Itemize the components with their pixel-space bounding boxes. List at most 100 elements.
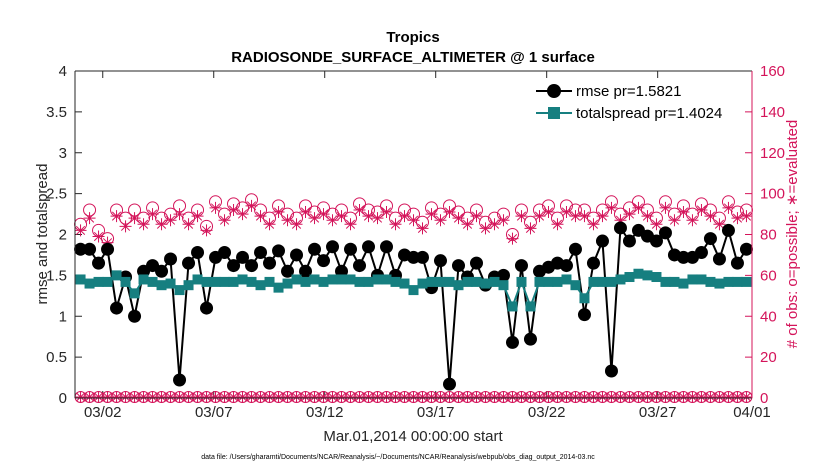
totalspread-point	[732, 276, 743, 287]
obs-zero-evaluated-point	[641, 391, 654, 403]
obs-zero-evaluated-point	[605, 391, 618, 403]
rmse-point	[182, 256, 196, 270]
rmse-point	[604, 364, 618, 378]
data-file-footnote: data file: /Users/gharamti/Documents/NCA…	[201, 454, 595, 461]
rmse-point	[694, 245, 708, 259]
totalspread-point	[480, 278, 491, 289]
obs-zero-evaluated-point	[254, 391, 267, 403]
obs-zero-evaluated-point	[686, 391, 699, 403]
obs-zero-evaluated-point	[398, 391, 411, 403]
obs-zero-evaluated-point	[182, 391, 195, 403]
y-tick-label: 3	[59, 145, 67, 162]
rmse-point	[514, 259, 528, 273]
obs-evaluated-point	[74, 224, 87, 237]
rmse-point	[110, 301, 124, 315]
rmse-point	[227, 259, 241, 273]
obs-zero-evaluated-point	[335, 391, 348, 403]
rmse-point	[568, 242, 582, 256]
obs-evaluated-point	[659, 201, 672, 214]
obs-zero-evaluated-point	[731, 391, 744, 403]
totalspread-point	[633, 268, 644, 279]
obs-zero-evaluated-point	[236, 391, 249, 403]
totalspread-point	[426, 276, 437, 287]
y2-tick-label: 60	[760, 267, 777, 284]
obs-evaluated-point	[524, 222, 537, 235]
obs-zero-evaluated-point	[533, 391, 546, 403]
totalspread-point	[516, 276, 527, 287]
totalspread-point	[642, 270, 653, 281]
x-tick-label: 03/02	[84, 404, 122, 421]
obs-evaluated-point	[461, 218, 474, 231]
rmse-point	[200, 301, 214, 315]
obs-evaluated-point	[434, 214, 447, 227]
totalspread-point	[507, 301, 518, 312]
obs-zero-evaluated-point	[722, 391, 735, 403]
obs-evaluated-point	[614, 214, 627, 227]
obs-evaluated-point	[281, 214, 294, 227]
rmse-point	[218, 245, 232, 259]
obs-zero-evaluated-point	[353, 391, 366, 403]
rmse-point	[496, 268, 510, 282]
obs-evaluated-point	[155, 218, 168, 231]
obs-zero-evaluated-point	[344, 391, 357, 403]
totalspread-point	[471, 276, 482, 287]
obs-evaluated-point	[605, 201, 618, 214]
totalspread-point	[417, 278, 428, 289]
totalspread-point	[651, 272, 662, 283]
totalspread-point	[687, 274, 698, 285]
rmse-point	[344, 242, 358, 256]
obs-zero-evaluated-point	[569, 391, 582, 403]
obs-evaluated-point	[245, 199, 258, 212]
legend-box	[531, 78, 745, 125]
obs-evaluated-point	[173, 208, 186, 221]
totalspread-point	[192, 274, 203, 285]
obs-zero-evaluated-point	[506, 391, 519, 403]
legend-spread-marker	[548, 107, 560, 119]
obs-evaluated-point	[335, 210, 348, 223]
rmse-point	[128, 309, 142, 323]
obs-zero-evaluated-point	[209, 391, 222, 403]
obs-evaluated-point	[353, 203, 366, 216]
obs-zero-evaluated-point	[560, 391, 573, 403]
totalspread-point	[345, 274, 356, 285]
obs-zero-evaluated-point	[461, 391, 474, 403]
obs-evaluated-point	[164, 214, 177, 227]
rmse-point	[712, 252, 726, 266]
totalspread-point	[372, 274, 383, 285]
rmse-point	[442, 377, 456, 391]
rmse-point	[730, 256, 744, 270]
totalspread-point	[543, 276, 554, 287]
obs-zero-evaluated-point	[317, 391, 330, 403]
obs-zero-evaluated-point	[596, 391, 609, 403]
obs-evaluated-point	[209, 201, 222, 214]
obs-evaluated-point	[362, 210, 375, 223]
obs-evaluated-point	[182, 218, 195, 231]
obs-zero-evaluated-point	[308, 391, 321, 403]
totalspread-point	[489, 276, 500, 287]
obs-evaluated-point	[398, 210, 411, 223]
obs-zero-evaluated-point	[245, 391, 258, 403]
totalspread-point	[75, 274, 86, 285]
rmse-point	[658, 226, 672, 240]
obs-zero-evaluated-point	[92, 391, 105, 403]
obs-evaluated-point	[191, 210, 204, 223]
obs-zero-evaluated-point	[497, 391, 510, 403]
obs-evaluated-point	[389, 218, 402, 231]
obs-evaluated-point	[704, 210, 717, 223]
obs-evaluated-point	[227, 203, 240, 216]
obs-zero-evaluated-point	[452, 391, 465, 403]
obs-zero-evaluated-point	[101, 391, 114, 403]
totalspread-series	[75, 268, 752, 312]
obs-zero-evaluated-point	[290, 391, 303, 403]
obs-zero-evaluated-point	[542, 391, 555, 403]
totalspread-point	[399, 278, 410, 289]
rmse-point	[155, 264, 169, 278]
totalspread-point	[300, 276, 311, 287]
obs-evaluated-point	[263, 218, 276, 231]
obs-evaluated-point	[596, 210, 609, 223]
rmse-point	[173, 373, 187, 387]
totalspread-point	[714, 278, 725, 289]
obs-zero-evaluated-point	[227, 391, 240, 403]
obs-evaluated-point	[551, 218, 564, 231]
obs-evaluated-point	[272, 206, 285, 219]
